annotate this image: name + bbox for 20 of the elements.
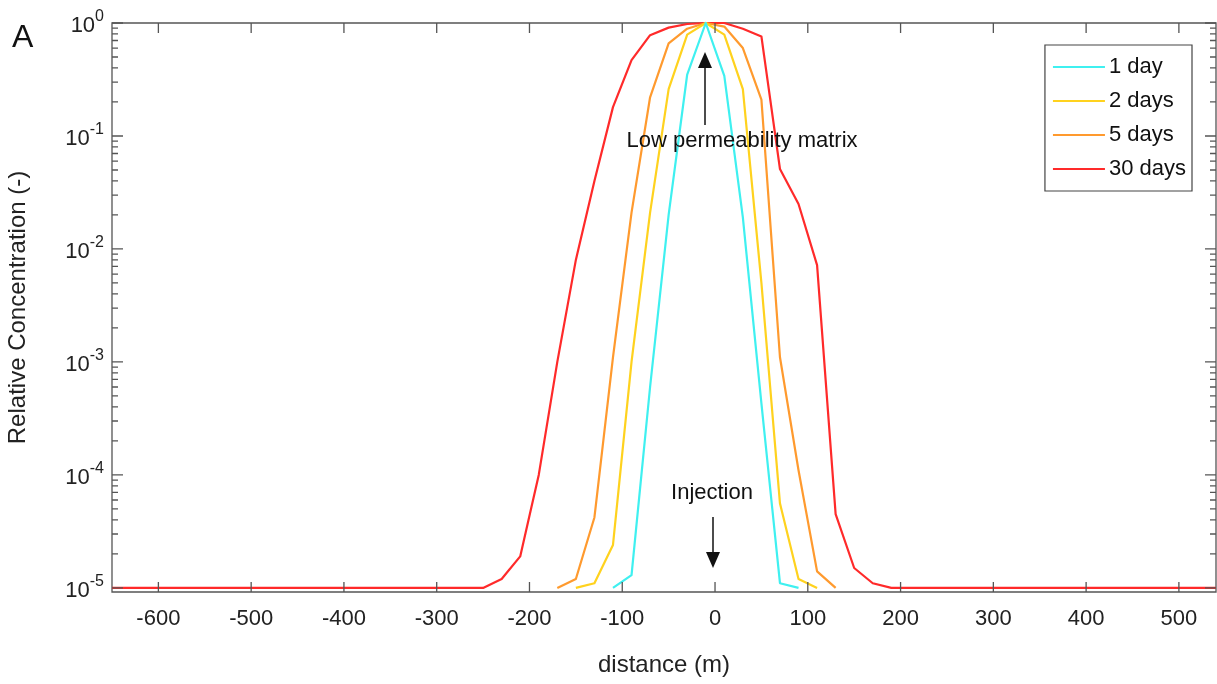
- x-axis-title: distance (m): [597, 650, 731, 678]
- x-tick-label: 300: [974, 605, 1012, 631]
- x-tick-label: 400: [1067, 605, 1105, 631]
- x-tick-label: -200: [507, 605, 552, 631]
- legend-label: 30 days: [1108, 155, 1187, 181]
- text: A: [12, 17, 34, 54]
- legend-label: 1 day: [1108, 53, 1163, 79]
- x-tick-label: -500: [229, 605, 274, 631]
- x-tick-label: 0: [708, 605, 722, 631]
- x-tick-label: -300: [414, 605, 459, 631]
- x-tick-label: -400: [321, 605, 366, 631]
- legend-label: 5 days: [1108, 121, 1174, 147]
- x-tick-label: 100: [789, 605, 827, 631]
- legend-label: 2 days: [1108, 87, 1174, 113]
- x-tick-label: 200: [882, 605, 919, 631]
- y-axis-title: Relative Concentration (-): [3, 170, 31, 445]
- x-tick-label: -100: [600, 605, 645, 631]
- annotation: Injection: [671, 479, 753, 505]
- x-tick-label: -600: [136, 605, 181, 631]
- x-tick-label: 500: [1160, 605, 1198, 631]
